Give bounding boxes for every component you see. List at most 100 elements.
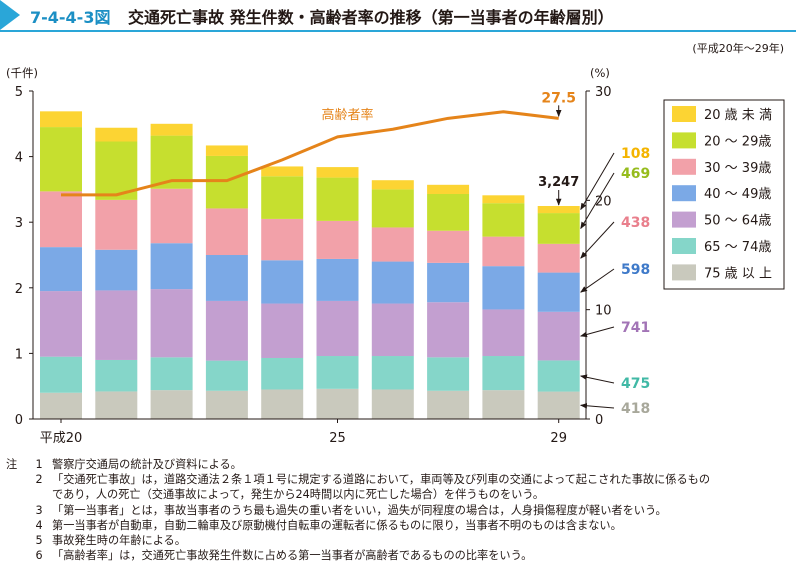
bar-segment bbox=[371, 389, 414, 419]
right-tick-label: 10 bbox=[595, 304, 612, 319]
left-tick-label: 0 bbox=[15, 413, 23, 428]
note-number: 2 bbox=[35, 473, 43, 487]
note-lead bbox=[6, 503, 26, 518]
bar-segment bbox=[427, 184, 470, 194]
note-item: 2 「交通死亡事故」は，道路交通法２条１項１号に規定する道路において，車両等及び列… bbox=[6, 472, 792, 487]
legend-label: 65 ～ 74歳 bbox=[704, 240, 771, 255]
note-text: 「高齢者率」は，交通死亡事故発生件数に占める第一当事者が高齢者であるものの比率を… bbox=[52, 549, 533, 563]
bar-segment bbox=[40, 111, 82, 128]
bar-segment bbox=[537, 311, 580, 361]
bar-segment bbox=[150, 289, 193, 358]
bar-segment bbox=[205, 208, 248, 255]
bar-segment bbox=[205, 145, 248, 156]
left-tick-label: 2 bbox=[15, 282, 23, 297]
bar-segment bbox=[95, 127, 138, 142]
note-text: 「交通死亡事故」は，道路交通法２条１項１号に規定する道路において，車両等及び列車… bbox=[52, 473, 711, 487]
bar-segment bbox=[371, 356, 414, 390]
bar-segment bbox=[482, 356, 525, 391]
note-text: 「第一当事者」とは，事故当事者のうち最も過失の重い者をいい，過失が同程度の場合は… bbox=[52, 503, 667, 517]
legend-label: 50 ～ 64歳 bbox=[704, 214, 771, 229]
legend-swatch bbox=[672, 238, 696, 254]
bar-segment bbox=[316, 300, 359, 357]
segment-value-label: 438 bbox=[621, 215, 650, 231]
left-tick-label: 1 bbox=[15, 347, 23, 362]
segment-value-label: 469 bbox=[621, 166, 650, 182]
bar-segment bbox=[40, 291, 82, 357]
chart: 0 1 2 3 4 5 0 10 20 30 (千件) (%) 平成20 25 29 高齢者率 27.5 3,… bbox=[6, 66, 785, 446]
bar-segment bbox=[427, 193, 470, 231]
segment-value-arrow bbox=[580, 374, 615, 384]
bar-segment bbox=[40, 247, 82, 292]
bar-segment bbox=[482, 203, 525, 237]
bar-segment bbox=[427, 302, 470, 358]
bar-group bbox=[40, 111, 580, 419]
bar-segment bbox=[261, 303, 304, 358]
bar-segment bbox=[537, 205, 580, 214]
note-number: 5 bbox=[35, 534, 43, 548]
x-tick-label: 平成20 bbox=[40, 431, 83, 446]
note-lead: 注 bbox=[6, 458, 18, 471]
note-item: であり，人の死亡（交通事故によって，発生から24時間以内に死亡した場合）を伴うも… bbox=[6, 487, 792, 502]
note-number bbox=[26, 487, 52, 502]
note-text: 警察庁交通局の統計及び資料による。 bbox=[52, 458, 242, 471]
note-number: 4 bbox=[35, 518, 43, 532]
bar-segment bbox=[482, 266, 525, 310]
total-label: 3,247 bbox=[538, 175, 579, 190]
bar-segment bbox=[261, 166, 304, 177]
bar-segment bbox=[205, 255, 248, 301]
bar-segment bbox=[482, 236, 525, 267]
bar-segment bbox=[261, 218, 304, 261]
bar-segment bbox=[261, 389, 304, 419]
bar-segment bbox=[40, 127, 82, 192]
note-item: 注 1 警察庁交通局の統計及び資料による。 bbox=[6, 457, 792, 472]
line-end-value: 27.5 bbox=[541, 90, 576, 106]
legend-swatch bbox=[672, 106, 696, 122]
note-item: 3 「第一当事者」とは，事故当事者のうち最も過失の重い者をいい，過失が同程度の場合… bbox=[6, 503, 792, 518]
figure-number: 7-4-4-3図 bbox=[30, 8, 111, 27]
right-tick-label: 20 bbox=[595, 194, 612, 209]
bar-segment bbox=[150, 243, 193, 290]
bar-segment bbox=[482, 309, 525, 357]
bar-segment bbox=[371, 303, 414, 357]
bar-segment bbox=[316, 388, 359, 419]
bar-segment bbox=[537, 360, 580, 392]
right-tick-label: 0 bbox=[595, 413, 603, 428]
figure-header: 7-4-4-3図 交通死亡事故 発生件数・高齢者率の推移（第一当事者の年齢層別） bbox=[0, 0, 796, 32]
legend-label: 75 歳 以 上 bbox=[704, 266, 772, 281]
left-tick-label: 4 bbox=[15, 151, 23, 166]
legend-label: 20 歳 未 満 bbox=[704, 108, 772, 123]
note-lead bbox=[6, 518, 26, 533]
bar-segment bbox=[537, 243, 580, 273]
x-tick-label: 25 bbox=[329, 431, 346, 446]
bar-segment bbox=[95, 199, 138, 250]
segment-value-arrow bbox=[580, 172, 615, 230]
bar-segment bbox=[150, 390, 193, 419]
bar-segment bbox=[371, 189, 414, 228]
bar-segment bbox=[537, 213, 580, 244]
segment-value-label: 418 bbox=[621, 401, 650, 417]
bar-segment bbox=[427, 390, 470, 419]
note-item: 4 第一当事者が自動車，自動二輪車及び原動機付自転車の運転者に係るものに限り，当事… bbox=[6, 518, 792, 533]
bar-segment bbox=[205, 300, 248, 361]
bar-segment bbox=[371, 261, 414, 304]
note-number: 3 bbox=[35, 503, 43, 517]
bar-segment bbox=[482, 195, 525, 204]
legend-swatch bbox=[672, 158, 696, 175]
annotation-group: 27.5 3,247 108 469 438 598 741 475 418 bbox=[538, 90, 650, 417]
segment-value-arrow bbox=[580, 403, 615, 409]
note-text: 事故発生時の年齢による。 bbox=[52, 534, 186, 548]
bar-segment bbox=[261, 260, 304, 304]
bar-segment bbox=[150, 123, 193, 136]
bar-segment bbox=[316, 167, 359, 178]
bar-segment bbox=[95, 249, 138, 291]
segment-value-arrow bbox=[580, 221, 615, 259]
bar-segment bbox=[316, 220, 359, 259]
bar-segment bbox=[316, 258, 359, 301]
left-axis-unit: (千件) bbox=[6, 66, 38, 80]
bar-segment bbox=[205, 390, 248, 419]
period-label: (平成20年～29年) bbox=[692, 42, 784, 55]
bar-segment bbox=[482, 390, 525, 419]
left-tick-label: 3 bbox=[15, 216, 23, 231]
bar-segment bbox=[40, 191, 82, 248]
legend-label: 20 ～ 29歳 bbox=[704, 134, 771, 149]
